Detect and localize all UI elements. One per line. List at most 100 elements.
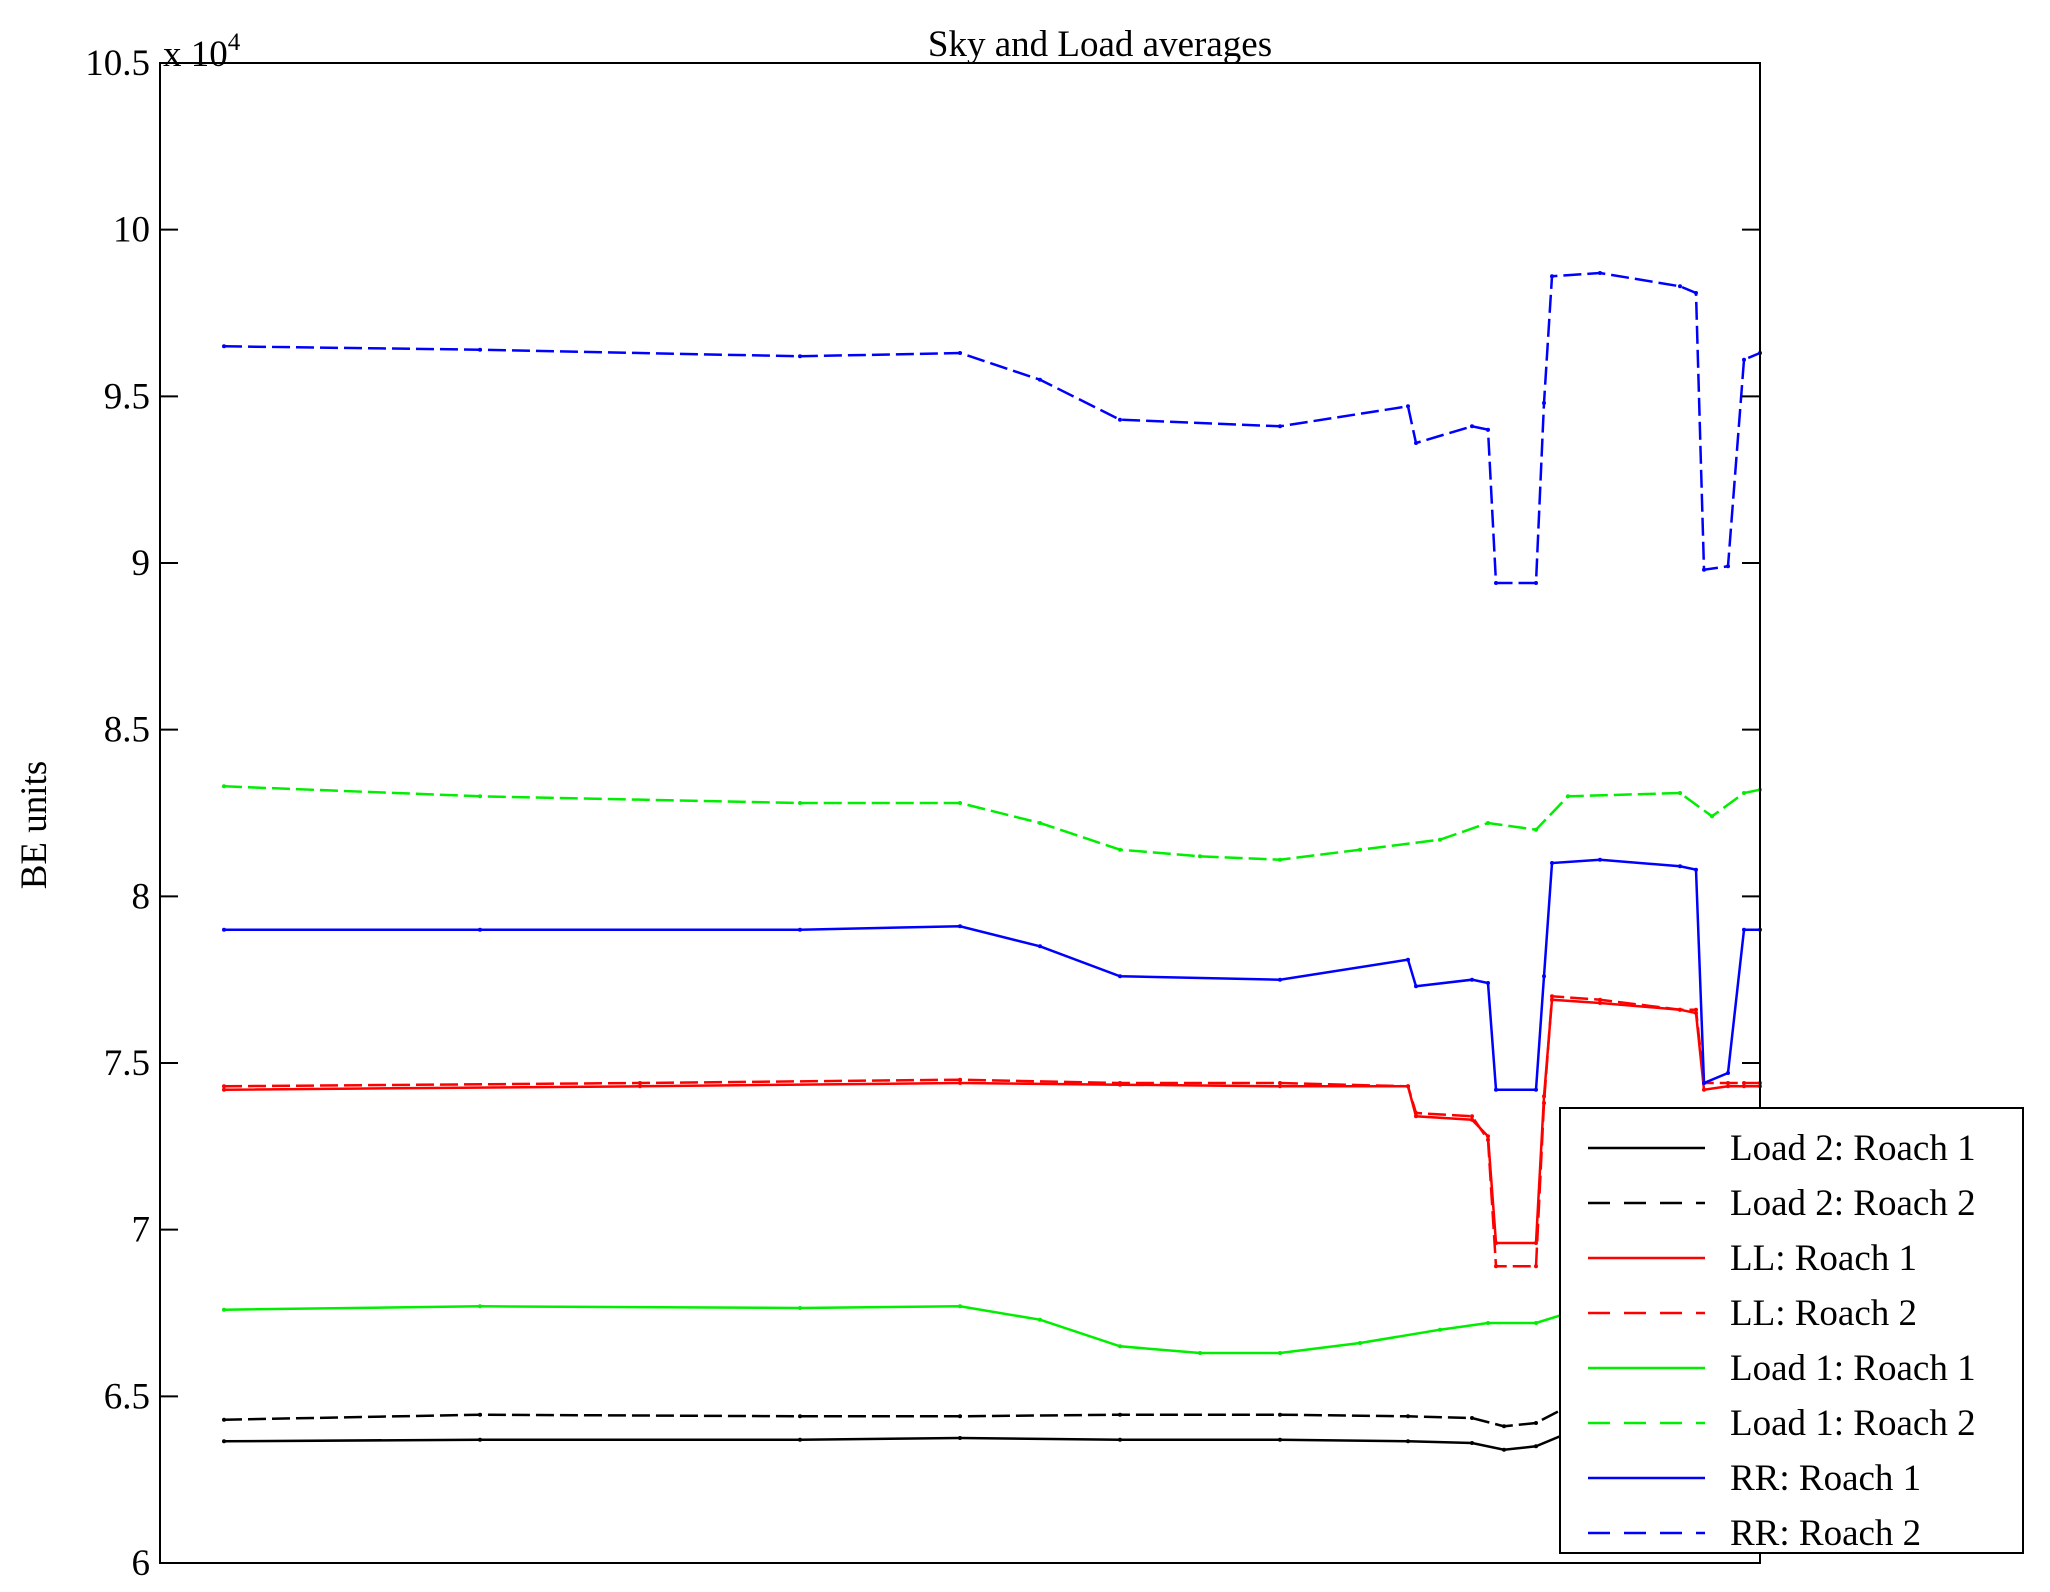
data-point: [1742, 357, 1746, 362]
data-point: [638, 1084, 642, 1089]
data-point: [958, 351, 962, 355]
data-point: [638, 1081, 642, 1085]
data-point: [1118, 1437, 1122, 1442]
y-tick-label: 8: [132, 876, 151, 917]
y-tick-label: 10.5: [85, 43, 150, 84]
data-point: [1118, 417, 1122, 422]
data-point: [1598, 857, 1602, 862]
legend-label: LL: Roach 1: [1730, 1238, 1917, 1279]
y-multiplier: x 104: [163, 29, 241, 75]
data-point: [1278, 1437, 1282, 1442]
data-point: [222, 1087, 226, 1092]
data-point: [798, 1437, 802, 1442]
data-point: [1726, 1084, 1730, 1089]
data-point: [1694, 291, 1698, 295]
data-point: [1702, 1081, 1706, 1085]
data-point: [1038, 377, 1042, 382]
data-point: [1358, 1341, 1362, 1345]
data-point: [1486, 1137, 1490, 1142]
data-point: [1598, 271, 1602, 275]
legend-entries: Load 2: Roach 1 Load 2: Roach 2 LL: Roach …: [1588, 1128, 1976, 1554]
data-point: [1534, 581, 1538, 585]
y-multiplier-base: x 10: [163, 34, 228, 75]
data-point: [1198, 854, 1202, 859]
data-point: [222, 1307, 226, 1312]
data-point: [1118, 847, 1122, 852]
data-point: [958, 1077, 962, 1082]
data-point: [1486, 1321, 1490, 1325]
data-point: [1406, 957, 1410, 962]
data-point: [1486, 427, 1490, 432]
data-point: [1414, 1114, 1418, 1119]
data-point: [1118, 1344, 1122, 1349]
y-multiplier-exponent: 4: [228, 29, 241, 56]
data-point: [1742, 1084, 1746, 1089]
data-point: [1278, 1412, 1282, 1417]
data-point: [1566, 794, 1570, 799]
data-point: [1118, 974, 1122, 979]
data-point: [478, 1437, 482, 1442]
data-point: [222, 1084, 226, 1089]
data-point: [1278, 424, 1282, 429]
data-point: [1278, 1084, 1282, 1089]
chart-title: Sky and Load averages: [928, 24, 1272, 65]
data-point: [1406, 1084, 1410, 1089]
legend-label: Load 2: Roach 2: [1730, 1183, 1976, 1224]
series-line-7: [223, 271, 1761, 585]
data-point: [1534, 1087, 1538, 1092]
plot-area: [160, 63, 1760, 1563]
data-point: [478, 794, 482, 799]
data-point: [478, 1304, 482, 1309]
data-point: [958, 1436, 962, 1440]
data-point: [1278, 857, 1282, 862]
data-point: [1470, 1114, 1474, 1119]
data-point: [1406, 1439, 1410, 1444]
data-point: [1502, 1424, 1506, 1429]
legend-label: RR: Roach 1: [1730, 1458, 1921, 1499]
y-tick-label: 6: [132, 1543, 151, 1584]
data-point: [1038, 821, 1042, 825]
series-line-3: [223, 994, 1760, 1268]
data-point: [1118, 1081, 1122, 1085]
data-point: [1470, 1117, 1474, 1122]
data-point: [958, 1304, 962, 1309]
y-tick-label: 10: [113, 210, 150, 251]
data-point: [1486, 981, 1490, 985]
data-point: [1486, 1134, 1490, 1139]
data-point: [1438, 837, 1442, 842]
data-point: [1742, 791, 1746, 795]
data-point: [222, 1417, 226, 1422]
data-point: [1438, 1327, 1442, 1332]
data-point: [1702, 567, 1706, 572]
data-point: [958, 924, 962, 929]
data-point: [1470, 1441, 1474, 1445]
data-point: [1278, 977, 1282, 982]
data-point: [1038, 1317, 1042, 1322]
data-point: [1742, 927, 1746, 932]
data-point: [1470, 424, 1474, 429]
series-layer: [222, 271, 1762, 1452]
data-point: [1358, 847, 1362, 852]
legend-label: Load 2: Roach 1: [1730, 1128, 1976, 1169]
data-point: [798, 1414, 802, 1419]
data-point: [222, 344, 226, 349]
y-axis-label: BE units: [14, 761, 55, 890]
y-tick-label: 7.5: [104, 1043, 150, 1084]
data-point: [1678, 284, 1682, 289]
data-point: [222, 784, 226, 789]
data-point: [1550, 994, 1554, 999]
y-tick-label: 7: [132, 1210, 151, 1251]
data-point: [1502, 1447, 1506, 1452]
data-point: [1470, 1416, 1474, 1420]
data-point: [1494, 581, 1498, 585]
data-point: [1414, 984, 1418, 989]
data-point: [1678, 864, 1682, 869]
data-point: [1702, 1087, 1706, 1092]
data-point: [958, 801, 962, 805]
plot-frame: [159, 62, 1761, 1564]
data-point: [1726, 1071, 1730, 1075]
data-point: [478, 347, 482, 352]
series-line-1: [223, 1398, 1601, 1428]
data-point: [798, 801, 802, 805]
